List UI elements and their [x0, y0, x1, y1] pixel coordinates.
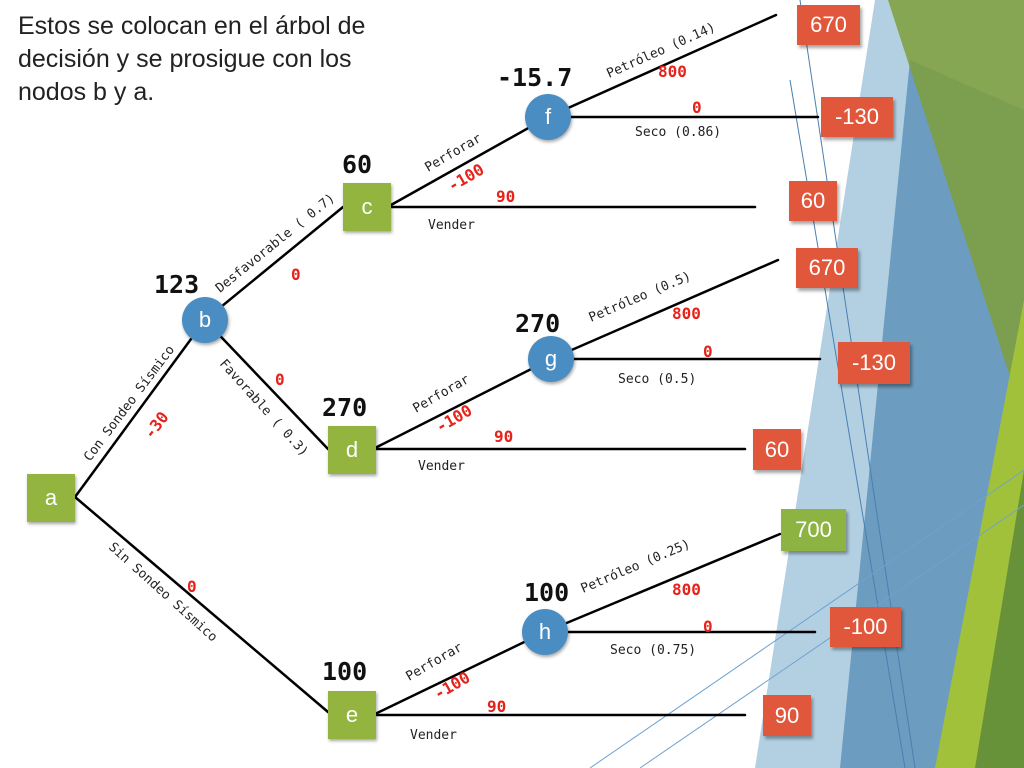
- branch-line-a-b: [73, 318, 207, 499]
- branch-label-d-sell: Vender: [418, 459, 465, 474]
- decision-node-c: c: [343, 183, 391, 231]
- node-values: -15.7 60 123 270 270 100 100: [154, 63, 572, 686]
- branch-value-g-dry: 0: [703, 342, 713, 361]
- slide-text: Estos se colocan en el árbol de decisión…: [18, 12, 366, 106]
- branch-label-g-dry: Seco (0.5): [618, 372, 696, 387]
- decor-dark-green-shape: [975, 470, 1024, 768]
- node-value-e: 100: [322, 657, 367, 686]
- branch-line-b-d: [203, 318, 330, 451]
- chance-node-g: g: [528, 336, 574, 382]
- branch-value-c-f: -100: [445, 160, 488, 196]
- branch-label-f-dry: Seco (0.86): [635, 125, 721, 140]
- branch-line-d-g: [373, 357, 553, 450]
- branch-line-c-f: [389, 115, 550, 207]
- branch-label-a-b: Con Sondeo Sísmico: [81, 343, 178, 465]
- payoff-box-g-dry: -130: [838, 342, 910, 384]
- branch-value-e-h: -100: [431, 668, 474, 704]
- branch-value-a-e: 0: [187, 577, 197, 596]
- branch-line-a-e: [73, 495, 330, 714]
- branch-label-b-d: Favorable ( 0.3): [216, 357, 311, 460]
- chance-node-b: b: [182, 297, 228, 343]
- branch-value-b-c: 0: [291, 265, 301, 284]
- node-value-g: 270: [515, 309, 560, 338]
- branch-line-g-oil: [549, 258, 780, 361]
- decision-node-d: d: [328, 426, 376, 474]
- branch-value-a-b: -30: [140, 408, 173, 443]
- node-value-c: 60: [342, 150, 372, 179]
- branch-line-b-c: [203, 205, 345, 322]
- branch-label-a-e: Sin Sondeo Sísmico: [105, 540, 220, 645]
- branch-value-f-oil: 800: [658, 62, 687, 81]
- branch-lines: [73, 13, 822, 717]
- branch-label-h-dry: Seco (0.75): [610, 643, 696, 658]
- chance-node-f: f: [525, 94, 571, 140]
- branch-line-h-oil: [543, 532, 782, 634]
- payoff-box-e-sell: 90: [763, 695, 811, 736]
- branch-label-e-sell: Vender: [410, 728, 457, 743]
- payoff-box-f-oil: 670: [797, 5, 860, 45]
- node-value-b: 123: [154, 270, 199, 299]
- branch-value-f-dry: 0: [692, 98, 702, 117]
- payoff-box-g-oil: 670: [796, 248, 858, 288]
- decor-olive-shape: [888, 0, 1024, 420]
- decision-node-e: e: [328, 691, 376, 739]
- branch-value-c-sell: 90: [496, 187, 515, 206]
- decor-thin-line: [589, 469, 1024, 768]
- chance-node-h: h: [522, 609, 568, 655]
- branch-label-b-c: Desfavorable ( 0.7): [213, 191, 338, 296]
- branch-labels: Con Sondeo Sísmico -30 Sin Sondeo Sísmic…: [81, 20, 721, 743]
- branch-value-b-d: 0: [275, 370, 285, 389]
- branch-value-h-dry: 0: [703, 617, 713, 636]
- branch-label-c-sell: Vender: [428, 218, 475, 233]
- branch-value-d-sell: 90: [494, 427, 513, 446]
- branch-value-h-oil: 800: [672, 580, 701, 599]
- payoff-box-d-sell: 60: [753, 429, 801, 470]
- payoff-box-c-sell: 60: [789, 181, 837, 221]
- node-value-h: 100: [524, 578, 569, 607]
- branch-value-e-sell: 90: [487, 697, 506, 716]
- branch-value-d-g: -100: [433, 401, 476, 437]
- payoff-box-f-dry: -130: [821, 97, 893, 137]
- branch-value-g-oil: 800: [672, 304, 701, 323]
- branch-line-f-oil: [546, 13, 778, 119]
- decision-node-a: a: [27, 474, 75, 522]
- payoff-box-h-oil: 700: [781, 509, 846, 551]
- node-value-d: 270: [322, 393, 367, 422]
- node-value-f: -15.7: [497, 63, 572, 92]
- branch-line-e-h: [373, 630, 547, 716]
- payoff-box-h-dry: -100: [830, 607, 901, 647]
